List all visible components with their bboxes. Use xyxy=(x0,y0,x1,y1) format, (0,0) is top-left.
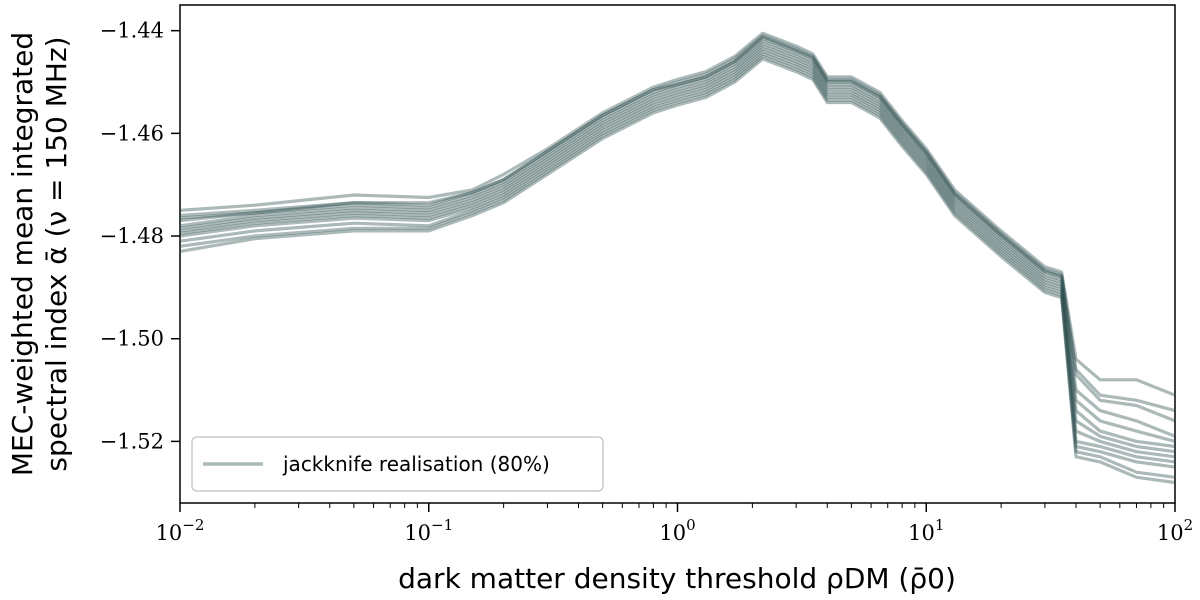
series-line-7 xyxy=(179,47,1176,459)
plot-frame xyxy=(179,4,1176,504)
y-tick-label: −1.48 xyxy=(100,224,164,248)
x-axis: 10−2 10−1 100 101 102 xyxy=(156,503,1193,545)
series-line-4 xyxy=(179,39,1176,443)
x-axis-title: dark matter density threshold ρDM (ρ̄0) xyxy=(398,562,956,595)
x-tick-label: 10−2 xyxy=(156,516,205,545)
x-tick-label: 101 xyxy=(908,516,944,545)
y-tick-label: −1.46 xyxy=(100,121,164,145)
plot-area xyxy=(179,4,1176,504)
series-line-12 xyxy=(179,35,1176,413)
series-line-8 xyxy=(179,49,1176,464)
series-line-1 xyxy=(179,31,1176,397)
series-line-11 xyxy=(179,57,1176,485)
legend: jackknife realisation (80%) xyxy=(191,436,604,492)
series-group xyxy=(179,31,1176,485)
y-axis-title-line1: MEC-weighted mean integrated xyxy=(6,32,39,476)
series-line-2 xyxy=(179,34,1176,423)
series-line-5 xyxy=(179,41,1176,449)
legend-label: jackknife realisation (80%) xyxy=(282,452,550,476)
x-tick-label: 10−1 xyxy=(404,516,453,545)
y-axis-title-line2: spectral index ᾱ (ν = 150 MHz) xyxy=(40,36,73,471)
series-line-9 xyxy=(179,52,1176,469)
legend-box xyxy=(191,436,604,492)
x-tick-label: 102 xyxy=(1157,516,1193,545)
series-line-6 xyxy=(179,44,1176,454)
series-line-3 xyxy=(179,36,1176,438)
y-tick-label: −1.52 xyxy=(100,429,164,453)
y-tick-label: −1.44 xyxy=(100,19,164,43)
series-line-10 xyxy=(179,54,1176,479)
y-axis: −1.44 −1.46 −1.48 −1.50 −1.52 xyxy=(100,19,180,453)
y-tick-label: −1.50 xyxy=(100,327,164,351)
y-axis-title-group: MEC-weighted mean integrated spectral in… xyxy=(6,32,73,476)
x-tick-label: 100 xyxy=(659,516,695,545)
